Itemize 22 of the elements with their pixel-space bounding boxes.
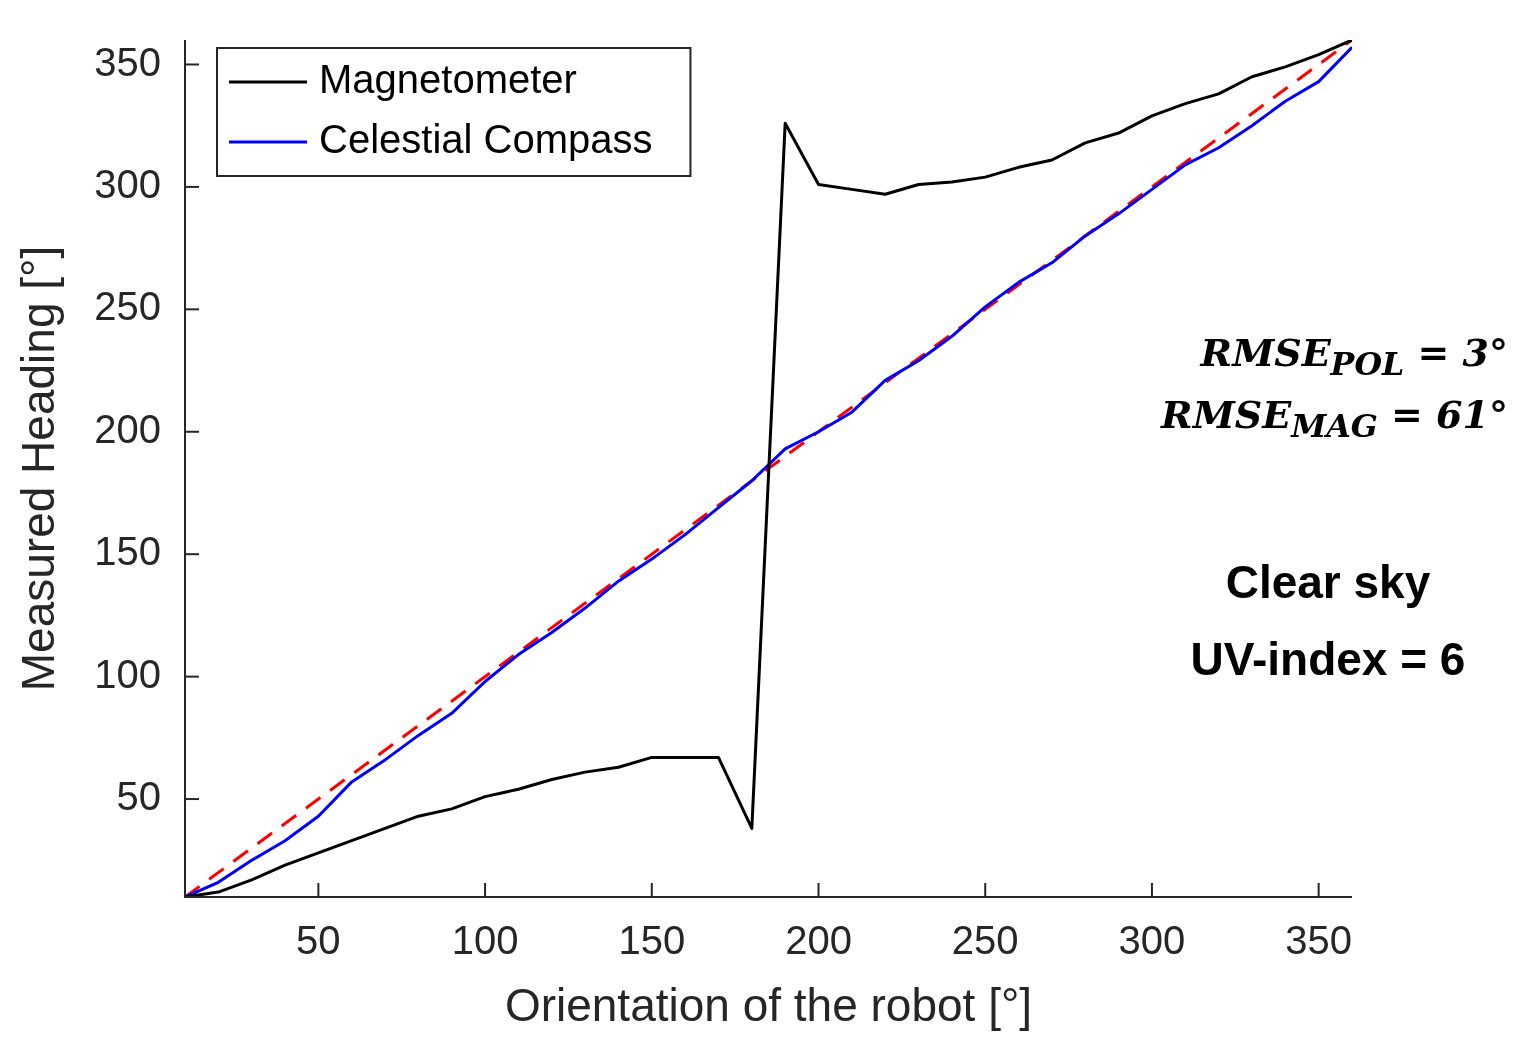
y-tick-label: 100 [94, 651, 161, 696]
annotation: Clear sky [1224, 555, 1432, 609]
x-axis-title: Orientation of the robot [°] [504, 979, 1033, 1032]
annotation: RMSE$_{POL}$ = 3° [1200, 330, 1508, 382]
y-tick-label: 350 [94, 39, 161, 84]
x-tick-label: 100 [451, 918, 519, 963]
x-tick-label: 300 [1118, 918, 1186, 963]
y-axis-title: Measured Heading [°] [12, 245, 65, 692]
y-tick-label: 150 [94, 529, 161, 574]
x-tick-label: 200 [785, 918, 852, 963]
y-tick-label: 250 [94, 284, 161, 329]
legend-label: Celestial Compass [319, 117, 653, 162]
annotation: UV-index = 6 [1189, 632, 1467, 686]
annotation: RMSE$_{MAG}$ = 61° [1161, 392, 1508, 444]
legend-label: Magnetometer [319, 57, 577, 102]
x-tick-label: 250 [951, 918, 1019, 963]
x-tick-label: 350 [1285, 918, 1353, 963]
y-tick-label: 200 [94, 406, 161, 451]
x-tick-label: 150 [618, 918, 686, 963]
x-tick-label: 50 [296, 918, 341, 963]
y-tick-label: 300 [94, 161, 161, 206]
y-tick-label: 50 [116, 774, 161, 819]
